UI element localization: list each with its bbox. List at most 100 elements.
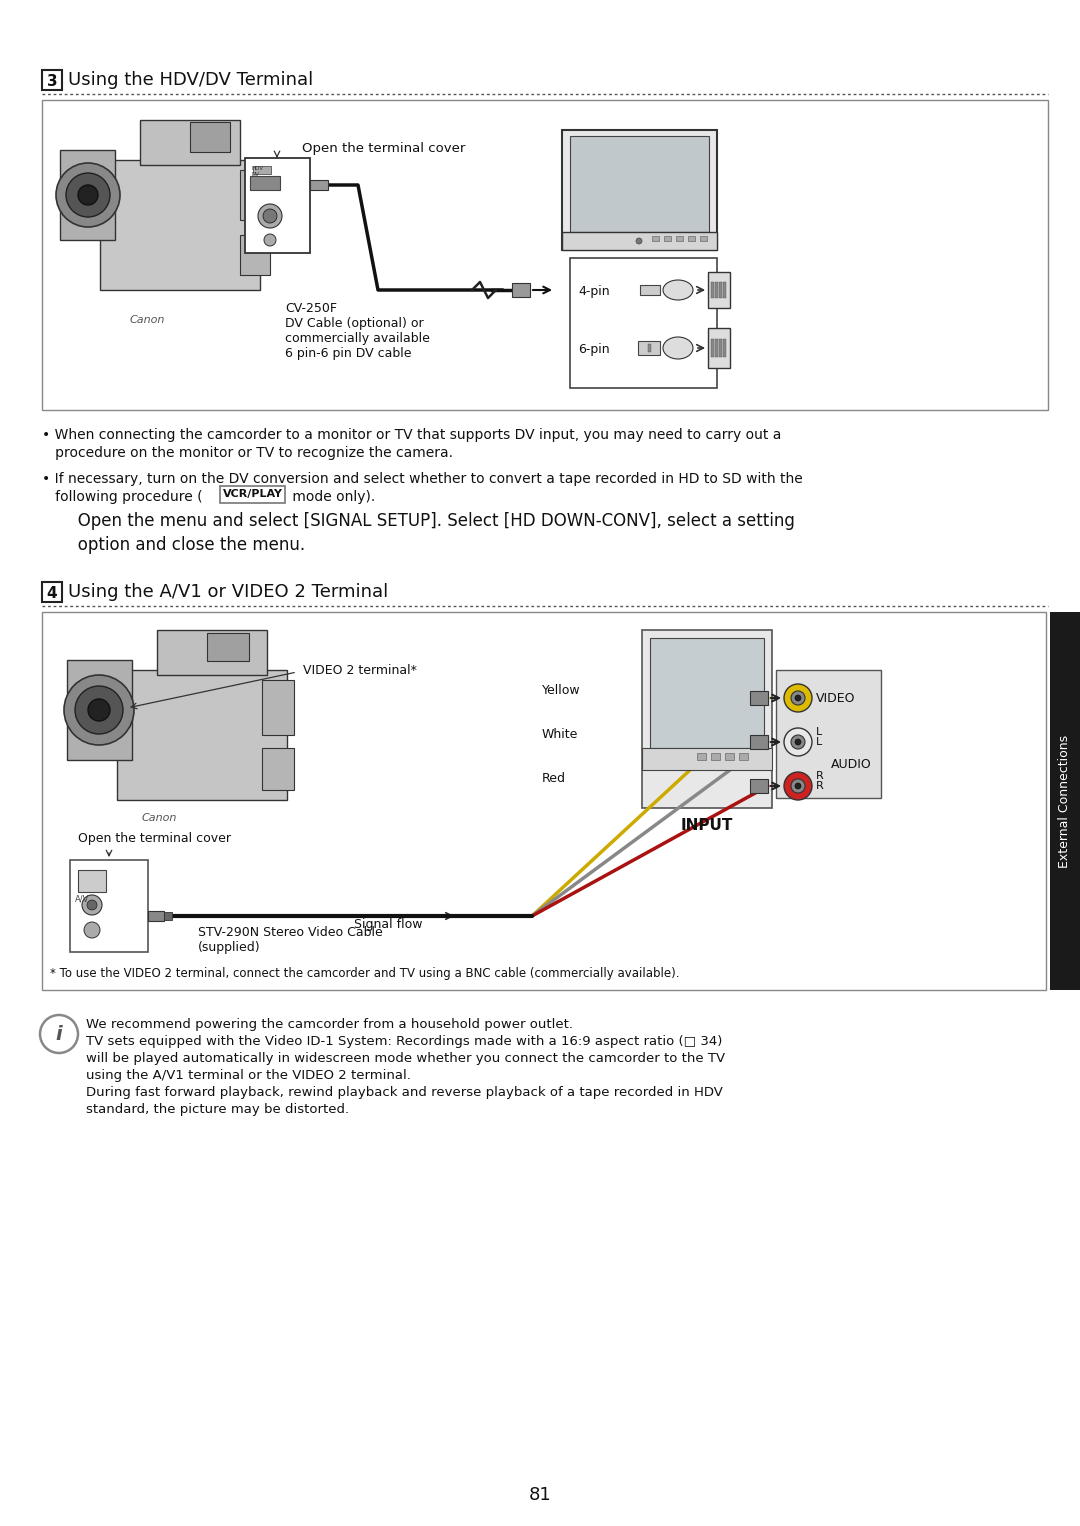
Bar [310, 180, 328, 191]
Circle shape [40, 1015, 78, 1053]
Circle shape [75, 687, 123, 734]
Circle shape [791, 691, 805, 705]
Bar [562, 130, 717, 250]
Text: External Connections: External Connections [1058, 734, 1071, 868]
Circle shape [56, 163, 120, 227]
Text: STV-290N Stereo Video Cable
(supplied): STV-290N Stereo Video Cable (supplied) [198, 926, 382, 954]
Circle shape [791, 736, 805, 749]
Circle shape [64, 674, 134, 745]
Bar [164, 913, 172, 920]
Bar [650, 638, 764, 748]
Bar [117, 670, 287, 800]
Bar [777, 670, 881, 798]
Text: INPUT: INPUT [680, 818, 733, 833]
Bar [240, 169, 270, 220]
Text: L: L [816, 737, 822, 748]
Bar [140, 121, 240, 165]
Text: Open the terminal cover: Open the terminal cover [302, 142, 465, 156]
Text: standard, the picture may be distorted.: standard, the picture may be distorted. [86, 1103, 349, 1116]
Text: VIDEO 2 terminal*: VIDEO 2 terminal* [303, 664, 417, 678]
Text: White: White [542, 728, 579, 742]
Ellipse shape [663, 337, 693, 359]
Circle shape [87, 699, 110, 720]
Bar [711, 282, 714, 298]
Ellipse shape [663, 279, 693, 301]
Bar [100, 160, 260, 290]
Bar [648, 343, 651, 353]
Text: HDV: HDV [251, 166, 264, 171]
Bar [640, 285, 660, 295]
Bar [42, 612, 1047, 990]
Bar [750, 778, 768, 794]
Circle shape [784, 728, 812, 755]
Bar [750, 691, 768, 705]
Bar [688, 237, 696, 241]
Bar [711, 339, 714, 357]
Text: Canon: Canon [141, 813, 177, 823]
Text: * To use the VIDEO 2 terminal, connect the camcorder and TV using a BNC cable (c: * To use the VIDEO 2 terminal, connect t… [50, 967, 679, 980]
Bar [245, 159, 310, 253]
Circle shape [784, 772, 812, 800]
Bar [1050, 612, 1080, 990]
Bar [42, 70, 62, 90]
Bar [512, 282, 530, 298]
Bar [253, 166, 271, 174]
Bar [750, 736, 768, 749]
Text: 4: 4 [46, 586, 57, 601]
Bar [664, 237, 671, 241]
Text: 3: 3 [46, 73, 57, 89]
Bar [157, 630, 267, 674]
Bar [676, 237, 683, 241]
Circle shape [784, 684, 812, 713]
Text: Signal flow: Signal flow [354, 919, 422, 931]
Text: mode only).: mode only). [288, 490, 375, 504]
Circle shape [258, 204, 282, 227]
Circle shape [636, 238, 642, 244]
Text: L: L [816, 726, 822, 737]
Bar [190, 122, 230, 153]
Bar [70, 861, 148, 952]
Bar [739, 752, 748, 760]
Text: • When connecting the camcorder to a monitor or TV that supports DV input, you m: • When connecting the camcorder to a mon… [42, 427, 781, 443]
Bar [719, 339, 723, 357]
Bar [240, 235, 270, 275]
Circle shape [84, 922, 100, 938]
Text: TV sets equipped with the Video ID-1 System: Recordings made with a 16:9 aspect : TV sets equipped with the Video ID-1 Sys… [86, 1035, 723, 1048]
Bar [708, 272, 730, 308]
Bar [719, 282, 723, 298]
Circle shape [264, 233, 276, 246]
Text: 4-pin: 4-pin [578, 285, 609, 299]
Text: R: R [816, 771, 824, 781]
Bar [562, 232, 717, 250]
Circle shape [264, 209, 276, 223]
Bar [570, 258, 717, 388]
Bar [42, 581, 62, 601]
Text: CV-250F
DV Cable (optional) or
commercially available
6 pin-6 pin DV cable: CV-250F DV Cable (optional) or commercia… [285, 302, 430, 360]
Circle shape [795, 694, 801, 700]
Bar [708, 328, 730, 368]
Text: Canon: Canon [130, 314, 165, 325]
Circle shape [795, 739, 801, 745]
Text: Open the terminal cover: Open the terminal cover [78, 832, 231, 845]
Bar [249, 175, 280, 191]
Circle shape [78, 185, 98, 204]
Circle shape [66, 172, 110, 217]
Text: During fast forward playback, rewind playback and reverse playback of a tape rec: During fast forward playback, rewind pla… [86, 1087, 723, 1099]
Bar [711, 752, 720, 760]
Circle shape [82, 896, 102, 916]
Text: Yellow: Yellow [542, 684, 581, 697]
Bar [723, 339, 726, 357]
Text: will be played automatically in widescreen mode whether you connect the camcorde: will be played automatically in widescre… [86, 1051, 725, 1065]
Bar [642, 630, 772, 807]
Bar [220, 485, 285, 504]
Bar [262, 681, 294, 736]
Bar [697, 752, 706, 760]
Circle shape [791, 778, 805, 794]
Circle shape [87, 900, 97, 909]
Text: procedure on the monitor or TV to recognize the camera.: procedure on the monitor or TV to recogn… [42, 446, 453, 459]
Text: R: R [816, 781, 824, 790]
Bar [723, 282, 726, 298]
Bar [262, 748, 294, 790]
Bar [42, 101, 1048, 410]
Text: Using the HDV/DV Terminal: Using the HDV/DV Terminal [68, 72, 313, 89]
